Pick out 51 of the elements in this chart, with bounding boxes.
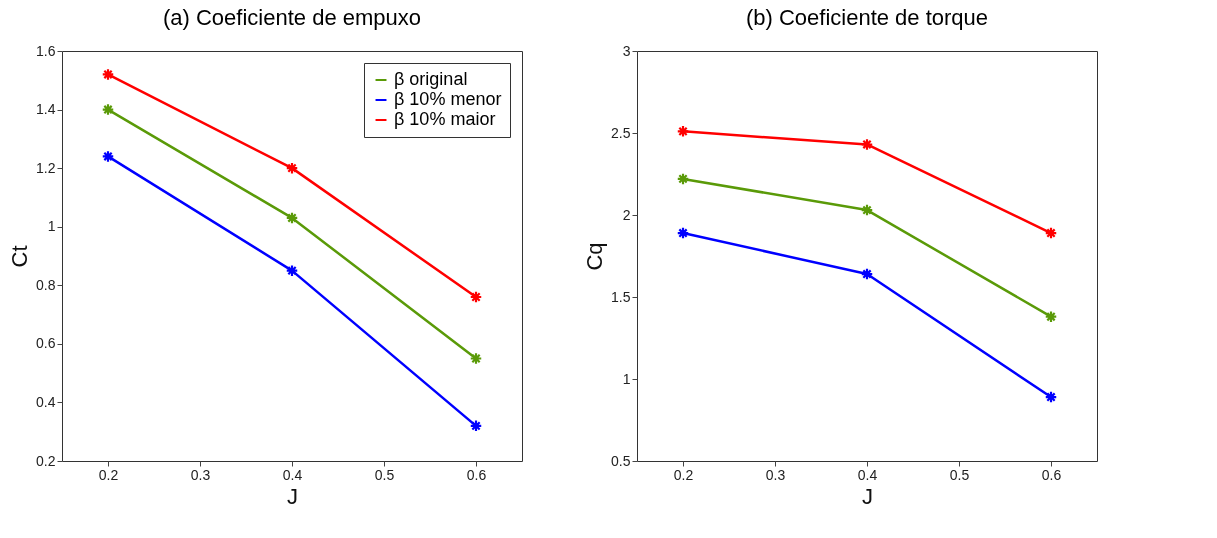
y-tick-label: 2.5 xyxy=(611,124,631,141)
chart-title: (a) Coeficiente de empuxo xyxy=(162,5,422,30)
x-tick-label: 0.3 xyxy=(190,466,211,483)
x-axis-title: J xyxy=(287,483,298,509)
point xyxy=(469,352,483,365)
point xyxy=(1044,226,1058,240)
y-tick-label: 1 xyxy=(47,218,56,235)
point xyxy=(860,203,874,217)
point xyxy=(101,103,115,116)
x-tick-label: 0.6 xyxy=(1041,466,1062,483)
y-tick-label: 1.6 xyxy=(36,42,56,59)
y-tick-label: 1.4 xyxy=(36,101,56,118)
x-axis-title: J xyxy=(862,483,873,509)
point xyxy=(676,226,690,240)
point xyxy=(469,290,483,304)
point xyxy=(285,161,299,175)
point xyxy=(676,172,690,186)
chart-title: (b) Coeficiente de torque xyxy=(745,5,989,30)
y-tick-label: 1 xyxy=(622,370,631,387)
point xyxy=(1044,310,1058,324)
x-tick-label: 0.5 xyxy=(949,466,970,483)
point xyxy=(1044,390,1058,404)
legend-label: β 10% maior xyxy=(394,109,496,129)
legend-label: β original xyxy=(394,69,468,89)
x-tick-label: 0.2 xyxy=(98,466,119,483)
x-tick-label: 0.6 xyxy=(466,466,487,483)
y-tick-label: 1.2 xyxy=(36,159,56,176)
x-tick-label: 0.4 xyxy=(282,466,303,483)
y-tick-label: 0.5 xyxy=(611,452,631,469)
point xyxy=(285,211,299,225)
point xyxy=(860,267,874,281)
point xyxy=(469,419,483,433)
y-axis-title: Ct xyxy=(7,245,33,268)
y-tick-label: 0.2 xyxy=(36,452,56,469)
point xyxy=(285,264,299,277)
y-tick-label: 3 xyxy=(622,42,631,59)
y-tick-label: 0.6 xyxy=(36,335,56,352)
y-tick-label: 0.4 xyxy=(36,393,56,410)
point xyxy=(101,150,115,163)
point xyxy=(101,68,115,81)
x-tick-label: 0.5 xyxy=(374,466,395,483)
legend-label: β 10% menor xyxy=(394,89,502,109)
y-tick-label: 2 xyxy=(622,206,631,223)
x-tick-label: 0.2 xyxy=(673,466,694,483)
y-axis-title: Cq xyxy=(582,242,608,271)
x-tick-label: 0.3 xyxy=(765,466,786,483)
x-tick-label: 0.4 xyxy=(857,466,878,483)
y-tick-label: 1.5 xyxy=(611,288,631,305)
point xyxy=(676,125,690,138)
point xyxy=(860,138,874,151)
y-tick-label: 0.8 xyxy=(36,276,56,293)
